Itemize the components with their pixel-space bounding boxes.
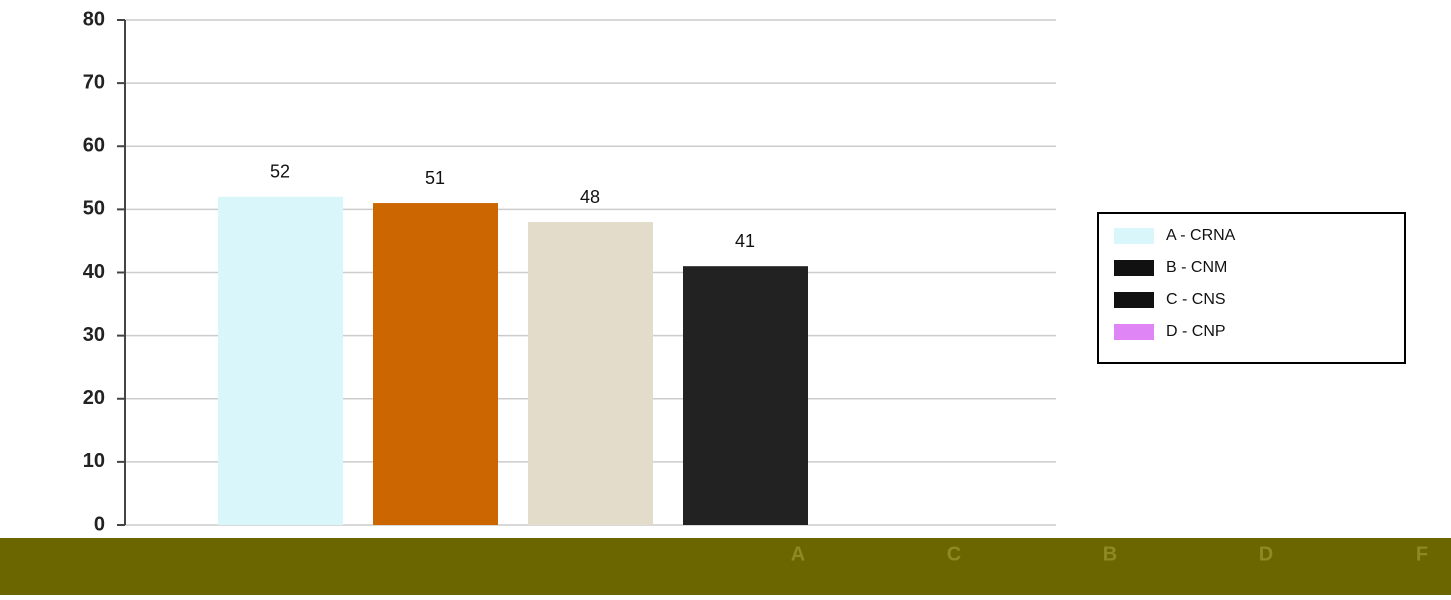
y-tick-label: 70 — [83, 71, 105, 93]
y-tick-label: 50 — [83, 198, 105, 220]
legend-swatch — [1114, 324, 1154, 340]
legend-label: A - CRNA — [1166, 227, 1236, 244]
legend-swatch — [1114, 292, 1154, 308]
y-tick-label: 20 — [83, 387, 105, 409]
bar — [528, 222, 653, 525]
y-tick-label: 10 — [83, 450, 105, 472]
y-tick-label: 40 — [83, 261, 105, 283]
x-tick-label: A — [791, 543, 805, 565]
x-tick-label: C — [947, 543, 961, 565]
value-label: 41 — [735, 231, 755, 251]
value-label: 52 — [270, 162, 290, 182]
legend-label: D - CNP — [1166, 323, 1226, 340]
bar — [373, 203, 498, 525]
bar — [218, 196, 343, 525]
legend-swatch — [1114, 228, 1154, 244]
x-tick-label: F — [1416, 543, 1428, 565]
x-axis-band — [0, 538, 1451, 595]
x-tick-label: D — [1259, 543, 1273, 565]
x-tick-label: B — [1103, 543, 1117, 565]
y-tick-label: 80 — [83, 8, 105, 30]
legend-swatch — [1114, 260, 1154, 276]
y-tick-label: 60 — [83, 135, 105, 157]
y-tick-label: 0 — [94, 513, 105, 535]
bar — [683, 266, 808, 525]
value-label: 51 — [425, 168, 445, 188]
value-label: 48 — [580, 187, 600, 207]
legend-label: C - CNS — [1166, 291, 1226, 308]
legend-label: B - CNM — [1166, 259, 1227, 276]
y-tick-label: 30 — [83, 324, 105, 346]
